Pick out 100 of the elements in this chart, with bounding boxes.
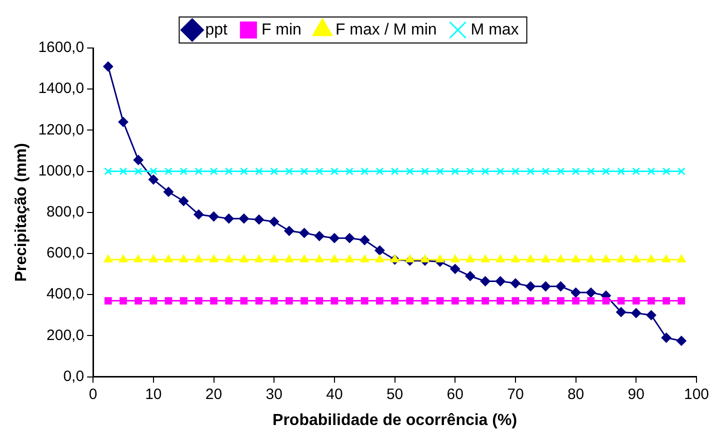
- point: [164, 167, 172, 176]
- point: [315, 167, 324, 176]
- point: [375, 254, 384, 262]
- point: [662, 297, 670, 304]
- legend-label: ppt: [205, 21, 228, 38]
- point: [540, 281, 551, 292]
- point: [602, 254, 610, 262]
- point: [300, 254, 309, 262]
- point: [270, 167, 278, 176]
- point: [450, 254, 460, 262]
- point: [225, 297, 233, 304]
- point: [344, 233, 355, 244]
- y-tick-label: 1000,0: [38, 162, 84, 180]
- point: [210, 167, 218, 176]
- point: [631, 308, 642, 318]
- point: [120, 297, 127, 304]
- point: [466, 254, 475, 262]
- point: [648, 297, 655, 304]
- point: [662, 254, 671, 262]
- point: [300, 167, 308, 176]
- point: [512, 297, 520, 304]
- y-tick-label: 200,0: [46, 326, 84, 344]
- point: [482, 297, 489, 304]
- point: [134, 254, 143, 262]
- point: [451, 167, 460, 176]
- point: [180, 167, 188, 176]
- point: [104, 167, 112, 176]
- point: [676, 336, 686, 346]
- point: [421, 167, 429, 176]
- point: [224, 167, 233, 176]
- point: [541, 254, 550, 262]
- point: [511, 254, 520, 262]
- point: [133, 155, 144, 165]
- point: [314, 254, 324, 262]
- point: [526, 281, 536, 292]
- legend-label: M max: [470, 21, 519, 38]
- point: [661, 332, 672, 343]
- point: [496, 297, 504, 304]
- x-tick-label: 20: [205, 386, 222, 403]
- point: [677, 254, 686, 262]
- point: [556, 281, 566, 292]
- point: [570, 288, 581, 298]
- y-tick-label: 600,0: [46, 244, 84, 262]
- x-tick-label: 0: [88, 386, 98, 403]
- point: [542, 297, 550, 304]
- point: [179, 254, 188, 262]
- point: [255, 167, 263, 176]
- point: [587, 297, 595, 304]
- point: [164, 254, 173, 262]
- point: [662, 167, 670, 176]
- point: [647, 167, 656, 176]
- point: [542, 167, 550, 176]
- point: [346, 297, 354, 304]
- point: [390, 167, 399, 176]
- point: [164, 186, 174, 197]
- point: [572, 167, 580, 176]
- y-tick-label: 1400,0: [38, 80, 84, 98]
- y-tick-label: 1600,0: [38, 39, 84, 56]
- point: [526, 167, 534, 176]
- point: [632, 254, 641, 262]
- point: [148, 174, 158, 185]
- point: [572, 297, 580, 304]
- point: [496, 254, 505, 262]
- point: [360, 167, 369, 176]
- x-tick-label: 60: [446, 386, 464, 403]
- point: [299, 228, 310, 238]
- x-tick-label: 10: [145, 386, 162, 403]
- point: [118, 254, 128, 262]
- point: [284, 254, 294, 262]
- point: [480, 254, 490, 262]
- point: [316, 297, 324, 304]
- point: [134, 297, 142, 304]
- point: [224, 214, 234, 224]
- point: [208, 212, 219, 222]
- point: [330, 254, 339, 262]
- point: [269, 216, 280, 227]
- point: [149, 254, 158, 262]
- point: [390, 254, 400, 262]
- point: [149, 167, 158, 176]
- point: [118, 116, 128, 127]
- point: [240, 167, 248, 176]
- point: [556, 167, 565, 176]
- point: [616, 307, 626, 318]
- point: [405, 254, 414, 262]
- point: [586, 288, 596, 298]
- point: [571, 254, 580, 262]
- point: [329, 233, 340, 244]
- point: [557, 297, 564, 304]
- point: [617, 297, 625, 304]
- point: [496, 167, 504, 176]
- point: [512, 167, 520, 176]
- point: [285, 167, 294, 176]
- point: [617, 167, 625, 176]
- point: [360, 254, 370, 262]
- point: [480, 276, 490, 286]
- x-axis-title: Probabilidade de ocorrência (%): [272, 412, 518, 429]
- point: [451, 297, 459, 304]
- point: [134, 167, 142, 176]
- point: [194, 297, 202, 304]
- point: [466, 167, 474, 176]
